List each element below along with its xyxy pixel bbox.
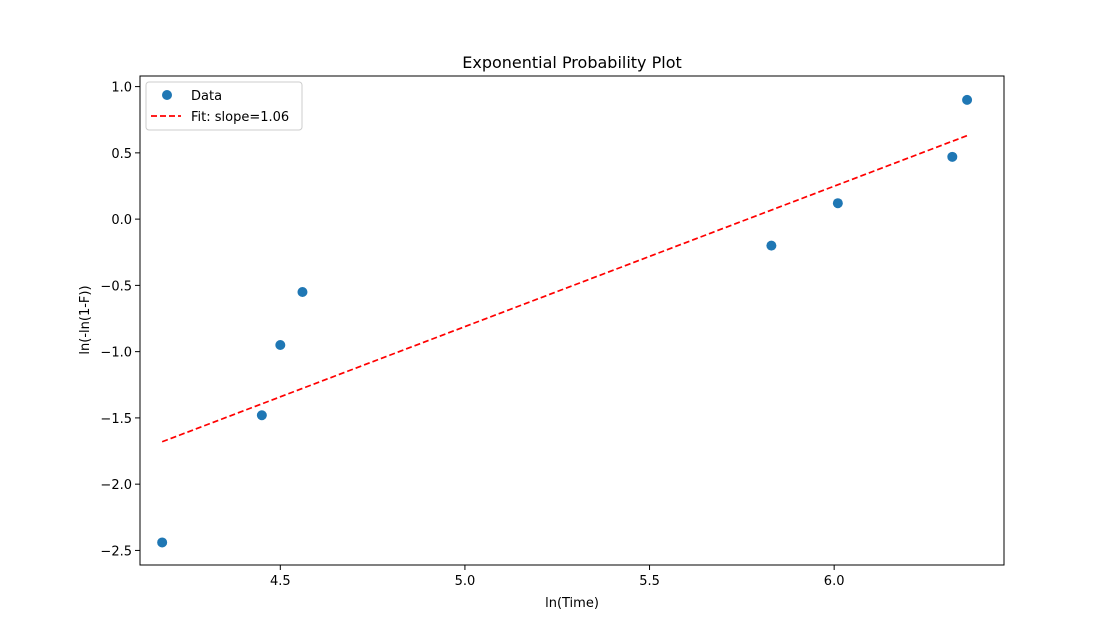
data-point — [962, 94, 973, 105]
legend-data-label: Data — [191, 89, 222, 104]
x-tick-label: 6.0 — [824, 574, 845, 589]
data-point — [947, 151, 958, 162]
x-tick-label: 4.5 — [270, 574, 291, 589]
legend-box — [145, 81, 303, 131]
y-axis: 1.0 0.5 0.0 −0.5 −1.0 −1.5 −2.0 −2.5 — [100, 81, 140, 559]
legend-fit-label: Fit: slope=1.06 — [191, 110, 289, 125]
y-tick-label: −0.5 — [100, 279, 132, 294]
data-point — [297, 287, 308, 298]
y-tick-label: 0.5 — [111, 147, 132, 162]
data-point — [256, 410, 267, 421]
y-tick-label: −2.0 — [100, 478, 132, 493]
legend-data-marker — [162, 90, 172, 100]
x-tick-label: 5.0 — [455, 574, 476, 589]
data-point — [832, 198, 843, 209]
x-tick-label: 5.5 — [639, 574, 660, 589]
x-axis-label: ln(Time) — [545, 596, 599, 611]
data-point — [157, 537, 168, 548]
legend: Data Fit: slope=1.06 — [145, 81, 303, 131]
fit-line — [161, 134, 968, 443]
data-point — [766, 240, 777, 251]
data-point — [275, 340, 286, 351]
y-tick-label: 1.0 — [111, 81, 132, 96]
plot-area-frame — [139, 75, 1005, 566]
y-tick-label: −1.0 — [100, 346, 132, 361]
series-layer — [157, 94, 973, 548]
y-axis-label: ln(-ln(1-F)) — [78, 285, 93, 354]
chart-title: Exponential Probability Plot — [462, 53, 682, 72]
y-tick-label: 0.0 — [111, 213, 132, 228]
y-tick-label: −1.5 — [100, 412, 132, 427]
y-tick-label: −2.5 — [100, 544, 132, 559]
x-axis: 4.5 5.0 5.5 6.0 — [270, 565, 845, 589]
